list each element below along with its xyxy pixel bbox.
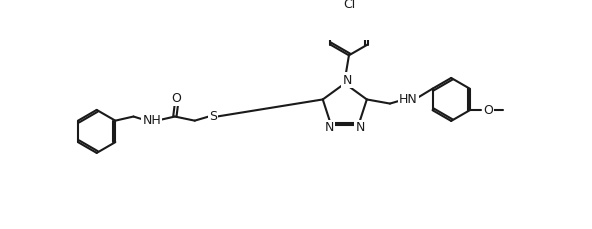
Text: N: N	[325, 121, 334, 134]
Text: N: N	[355, 121, 365, 134]
Text: O: O	[172, 92, 181, 105]
Text: O: O	[483, 104, 493, 117]
Text: HN: HN	[399, 93, 417, 106]
Text: NH: NH	[142, 114, 161, 127]
Text: S: S	[209, 110, 217, 123]
Text: N: N	[343, 74, 352, 87]
Text: Cl: Cl	[343, 0, 355, 11]
